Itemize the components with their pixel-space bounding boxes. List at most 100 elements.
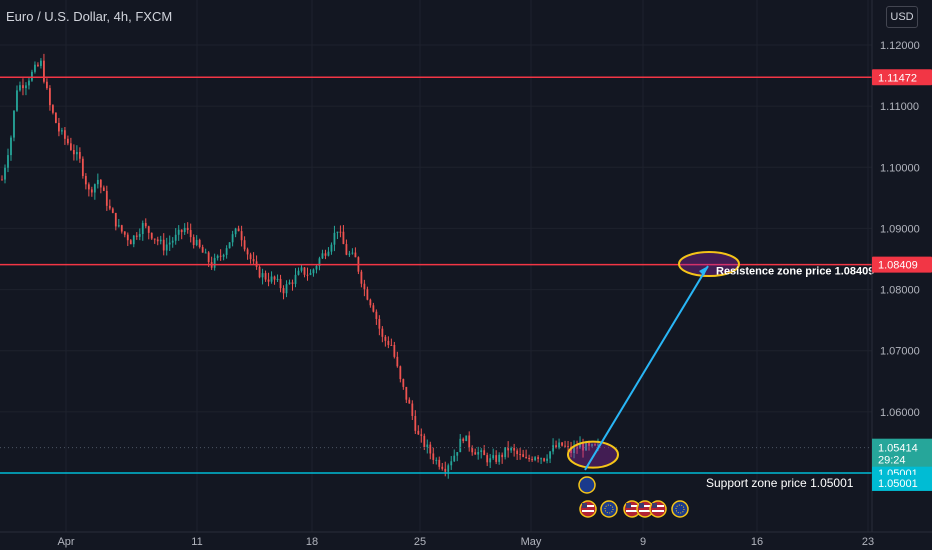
candle-body: [324, 253, 327, 256]
candle-body: [108, 205, 111, 209]
candle-body: [555, 445, 557, 448]
candle-body: [597, 444, 599, 446]
candle-body: [549, 451, 551, 459]
candle-body: [40, 60, 42, 66]
candle-body: [420, 434, 423, 436]
current-price-box: [872, 438, 932, 467]
candle-body: [543, 458, 545, 461]
currency-button[interactable]: USD: [886, 6, 918, 28]
candle-body: [222, 254, 225, 257]
flag-stars: [604, 504, 614, 514]
time-axis[interactable]: Apr 11 18 25 May 9 16 23: [57, 536, 874, 548]
candle-body: [282, 288, 285, 294]
candle-body: [573, 447, 575, 454]
flag-stripe: [652, 505, 664, 507]
candle-body: [504, 447, 507, 458]
price-levels: [0, 76, 872, 474]
candle-body: [237, 228, 240, 232]
candle-body: [348, 253, 351, 255]
candle-body: [537, 457, 540, 459]
candle-body: [177, 229, 180, 235]
candle-body: [429, 444, 432, 454]
candle-body: [561, 442, 563, 446]
candle-body: [75, 152, 78, 155]
candle-body: [189, 230, 192, 238]
candle-body: [288, 282, 291, 285]
candle-body: [60, 130, 63, 132]
candle-body: [216, 255, 219, 259]
candle-body: [219, 255, 222, 257]
candle-body: [114, 212, 117, 227]
candle-body: [426, 444, 429, 448]
candle-body: [558, 442, 560, 448]
candle-body: [507, 447, 510, 451]
time-tick-label: Apr: [57, 536, 74, 548]
candle-body: [276, 278, 279, 280]
flag-canton: [582, 503, 587, 508]
candle-body: [339, 231, 342, 233]
candle-body: [327, 251, 330, 256]
candle-body: [471, 447, 474, 453]
candle-body: [4, 167, 6, 180]
candle-body: [225, 248, 228, 255]
arrow-head: [699, 266, 708, 277]
candle-body: [591, 444, 593, 446]
candle-body: [423, 435, 426, 448]
candle-body: [300, 267, 303, 271]
candle-body: [396, 356, 399, 367]
candle-body: [213, 258, 216, 268]
candle-body: [90, 189, 93, 193]
level-price-label: 1.08409: [878, 260, 918, 272]
candle-body: [174, 234, 177, 241]
candle-body: [570, 446, 572, 454]
resistance-zone-ellipse: [678, 251, 740, 278]
candle-body: [438, 459, 441, 467]
support-price-box: [872, 474, 932, 491]
candle-body: [462, 438, 465, 442]
candle-body: [528, 457, 531, 460]
candle-body: [546, 458, 548, 461]
eu-flag-icon: [671, 500, 689, 518]
time-tick-label: 9: [640, 536, 646, 548]
projection-arrow: [584, 265, 709, 471]
level-price-label: 1.11472: [878, 72, 917, 84]
price-tick-label: 1.06000: [880, 407, 920, 419]
price-axis[interactable]: 1.12000 1.11000 1.10000 1.09000 1.08000 1.070…: [880, 40, 920, 419]
candle-body: [321, 253, 324, 259]
symbol-title: Euro / U.S. Dollar, 4h, FXCM: [6, 9, 173, 24]
candle-body: [78, 152, 81, 159]
time-tick-label: 23: [862, 536, 874, 548]
candle-body: [105, 190, 108, 206]
candle-body: [381, 328, 384, 337]
candle-body: [465, 435, 468, 442]
flag-circle: [600, 500, 618, 518]
candle-body: [378, 318, 381, 329]
candle-body: [588, 442, 590, 446]
flag-canton: [626, 503, 631, 508]
candle-body: [1, 179, 3, 181]
drawings: Resistence zone price 1.08409 Support zon…: [567, 251, 874, 490]
candle-body: [69, 143, 72, 150]
candle-body: [567, 446, 569, 448]
flag-stars: [675, 504, 685, 514]
candle-body: [375, 311, 378, 319]
candle-body: [525, 456, 528, 458]
candle-body: [120, 225, 123, 232]
candle-body: [435, 459, 438, 461]
candle-body: [258, 266, 261, 278]
candle-body: [58, 122, 60, 132]
candle-body: [399, 366, 402, 380]
candle-body: [441, 466, 444, 469]
candle-body: [477, 451, 480, 455]
candle-body: [150, 232, 153, 239]
candle-body: [246, 249, 249, 255]
candle-body: [228, 242, 231, 249]
candle-body: [468, 435, 471, 448]
price-tick-label: 1.09000: [880, 223, 920, 235]
candle-body: [28, 80, 30, 86]
candle-body: [516, 450, 519, 455]
candle-body: [66, 138, 69, 144]
